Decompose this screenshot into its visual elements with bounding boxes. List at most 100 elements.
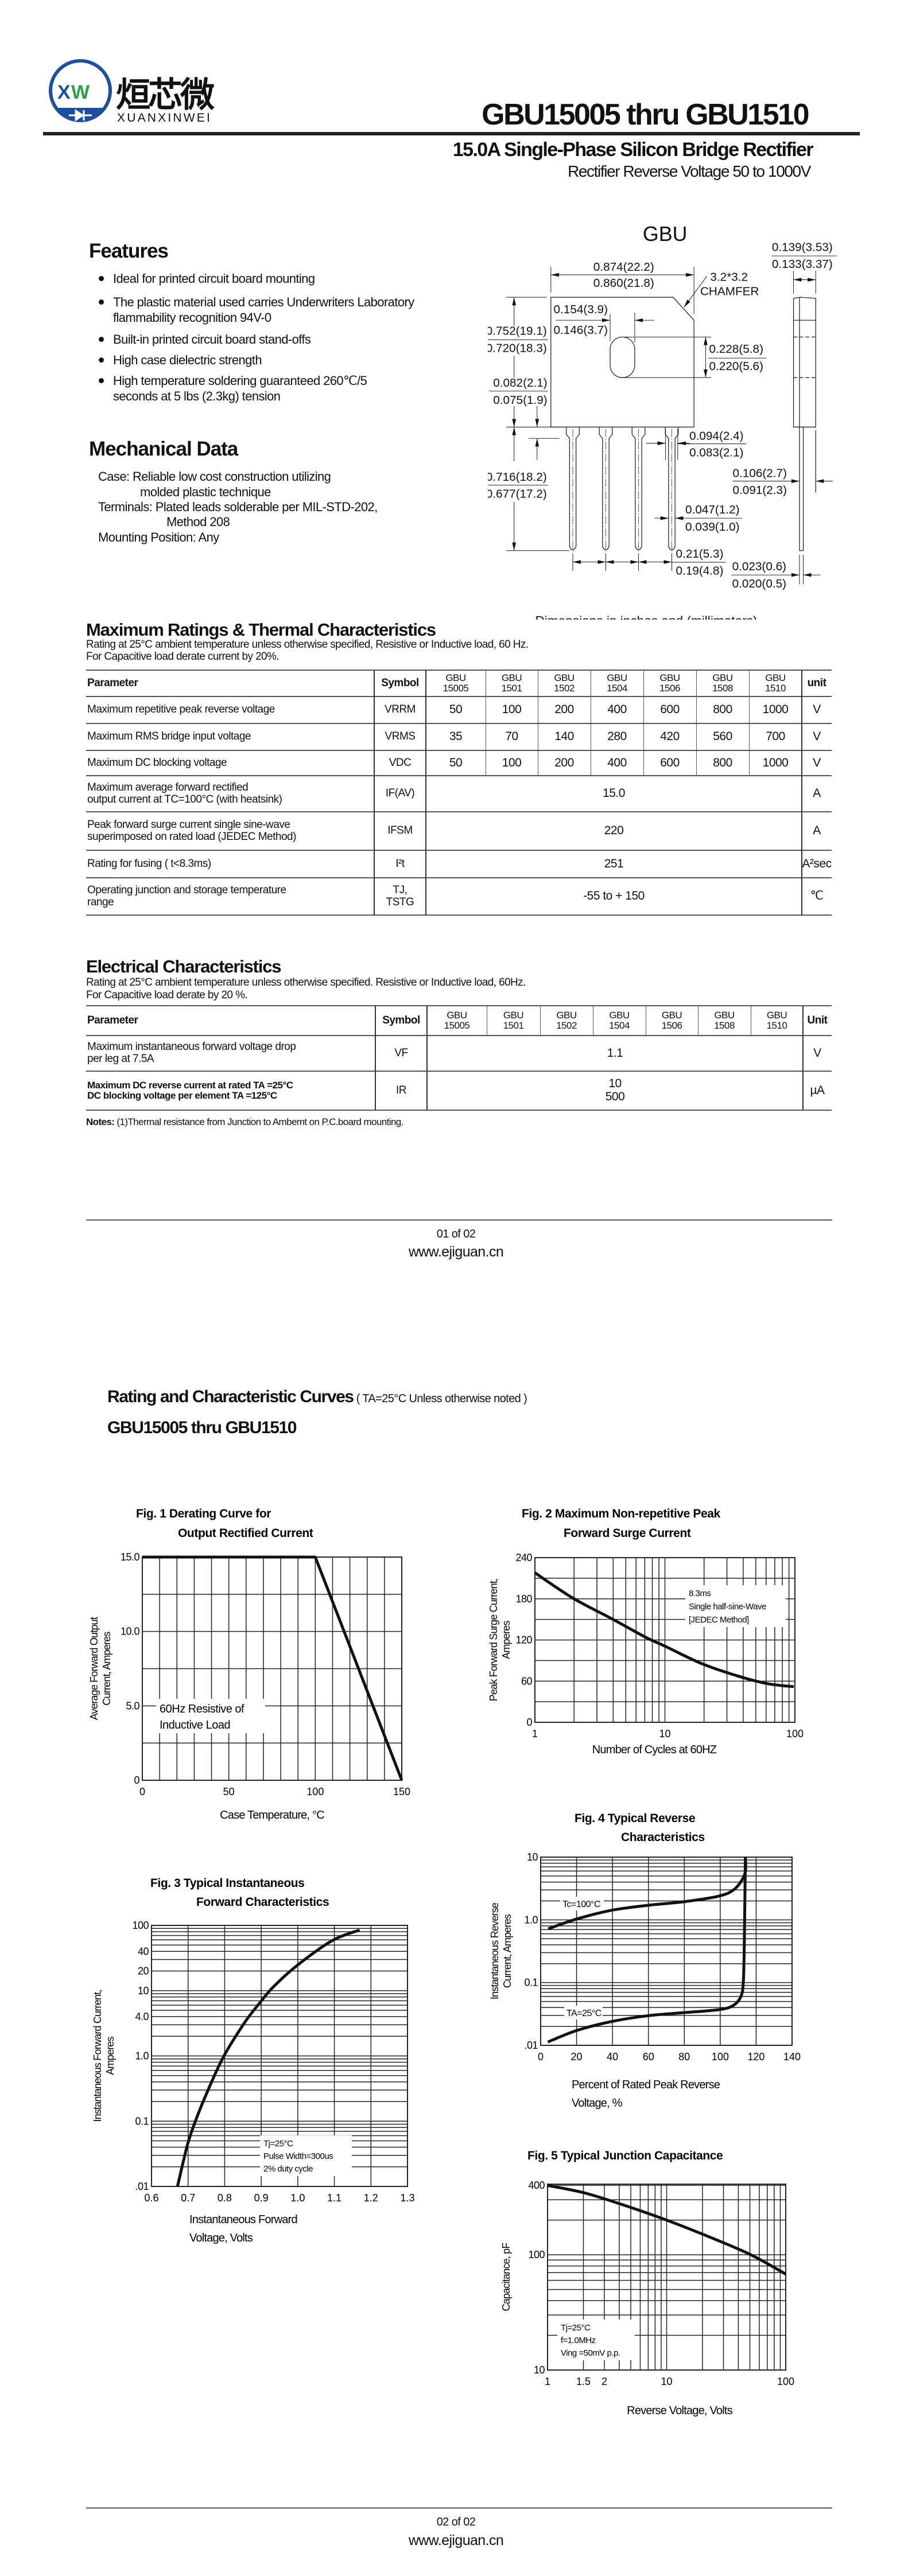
header-model: GBU 1510	[749, 670, 802, 696]
table-rule	[86, 670, 832, 671]
row-unit-text: V	[813, 1046, 821, 1060]
header-model-text: 1502	[554, 683, 575, 694]
header-model-text: GBU	[661, 1009, 682, 1021]
header-model-text: 1508	[714, 1020, 735, 1031]
chart-annotation: Tj=25°C	[263, 2139, 293, 2149]
curves-subheading: GBU15005 thru GBU1510	[107, 1418, 297, 1437]
row-value: 1000	[749, 696, 802, 723]
row-parameter: Maximum average forward rectified output …	[86, 776, 374, 812]
row-value-text: 600	[660, 703, 680, 717]
x-tick-label: 120	[747, 2051, 764, 2063]
x-tick-label: 100	[777, 2376, 794, 2387]
x-tick-label: 1.5	[576, 2376, 591, 2387]
dim-side-lead-max: 0.106(2.7)	[733, 467, 787, 480]
dim-body-height-min: 0.720(18.3)	[488, 341, 547, 355]
header-model-text: 1510	[765, 683, 786, 694]
row-value-text: 35	[449, 730, 463, 744]
row-unit: A	[802, 776, 832, 812]
row-symbol-text: IF(AV)	[385, 787, 415, 800]
row-value: 220	[426, 812, 802, 850]
product-subtitle: 15.0A Single-Phase Silicon Bridge Rectif…	[452, 139, 814, 161]
table-divider	[374, 670, 375, 915]
curves-heading-line: Rating and Characteristic Curves ( TA=25…	[107, 1387, 527, 1407]
y-tick-label: 0.1	[135, 2115, 149, 2127]
header-model-text: GBU	[766, 1009, 787, 1021]
row-symbol: VRRM	[374, 696, 426, 723]
row-value-text: 800	[713, 703, 732, 717]
table-rule	[86, 850, 832, 851]
dim-standoff-max: 0.082(2.1)	[493, 376, 547, 390]
row-value-text: 1.1	[607, 1046, 623, 1060]
row-value-text: 100	[502, 703, 522, 717]
row-value-text: 50	[449, 756, 463, 769]
mounting-hole	[610, 336, 635, 378]
x-axis-label: Voltage, Volts	[189, 2232, 253, 2244]
website-link-2[interactable]: www.ejiguan.cn	[408, 2532, 504, 2548]
header-model-text: 15005	[444, 1020, 470, 1031]
x-tick-label: 1.2	[364, 2192, 378, 2204]
dim-width-min: 0.860(21.8)	[593, 277, 654, 290]
package-side-view	[793, 297, 816, 551]
chart-annotation: Ving =50mV p.p.	[561, 2348, 620, 2358]
website-link-1[interactable]: www.ejiguan.cn	[408, 1244, 504, 1260]
package-outline-drawing: GBU 0.874(22.2) 0.860(21.8) 3.2*3.2 CHAM…	[488, 223, 837, 620]
row-unit-text: A²sec	[802, 857, 832, 870]
row-parameter: Maximum RMS bridge input voltage	[86, 723, 374, 750]
row-value-text: 280	[607, 730, 627, 744]
table-rule	[86, 723, 832, 724]
row-symbol-text: I²t	[395, 857, 405, 870]
chart-annotation: f=1.0MHz	[561, 2336, 596, 2345]
y-tick-label: 10.0	[121, 1626, 140, 1637]
x-tick-label: 1.3	[400, 2192, 414, 2204]
package-name: GBU	[643, 223, 688, 246]
header-model: GBU 1504	[593, 1006, 646, 1036]
table-rule	[86, 811, 832, 812]
header-symbol: Symbol	[374, 670, 426, 696]
dim-lead-width-max: 0.047(1.2)	[685, 503, 739, 516]
mechanical-case-cont: molded plastic technique	[140, 485, 271, 499]
table-divider	[643, 670, 644, 776]
table-rule	[86, 696, 832, 697]
row-value: 600	[643, 696, 696, 723]
dim-lead-thickness-min: 0.020(0.5)	[732, 577, 786, 590]
row-value-text: 600	[660, 756, 680, 769]
header-model-text: GBU	[501, 672, 522, 683]
y-tick-label: 240	[515, 1552, 532, 1563]
annotation-background	[685, 1585, 786, 1627]
y-tick-label: .01	[524, 2040, 538, 2051]
y-tick-label: 10	[138, 1985, 149, 1997]
y-tick-label: 20	[138, 1966, 149, 1977]
features-heading: Features	[89, 240, 169, 262]
feature-item: seconds at 5 lbs (2.3kg) tension	[113, 389, 281, 403]
header-model-text: GBU	[556, 1009, 577, 1021]
x-tick-label: 100	[712, 2051, 729, 2063]
annotation-background	[260, 2135, 352, 2176]
row-parameter-text: range	[87, 896, 114, 908]
row-symbol: VRMS	[374, 723, 426, 750]
mechanical-heading: Mechanical Data	[89, 438, 238, 460]
row-value-text: 420	[660, 730, 680, 744]
grid-lines	[541, 1857, 792, 2045]
row-symbol-text: TSTG	[386, 896, 414, 908]
table-divider	[696, 670, 697, 776]
dim-lead-length-min: 0.677(17.2)	[488, 487, 547, 500]
y-tick-label: 4.0	[135, 2011, 149, 2022]
x-tick-label: 20	[571, 2051, 583, 2063]
electrical-condition-1: Rating at 25°C ambient temperature unles…	[86, 976, 526, 989]
feature-item: High temperature soldering guaranteed 26…	[113, 373, 367, 388]
row-value: 50	[426, 696, 486, 723]
y-tick-label: 1.0	[135, 2050, 149, 2062]
chart-annotation: 2% duty cycle	[263, 2164, 313, 2174]
notes: Notes: (1)Thermal resistance from Juncti…	[86, 1116, 403, 1128]
header-model-text: 1504	[607, 683, 627, 694]
chart-title: Output Rectified Current	[178, 1527, 313, 1540]
series-label: TA=25°C	[566, 2009, 601, 2018]
curves-heading: Rating and Characteristic Curves	[107, 1387, 354, 1406]
row-value-text: -55 to + 150	[583, 889, 645, 903]
dim-shoulder-max: 0.094(2.4)	[689, 430, 743, 443]
dim-standoff-min: 0.075(1.9)	[493, 394, 547, 407]
page-number-1: 01 of 02	[436, 1228, 476, 1240]
y-tick-label: .01	[135, 2181, 149, 2192]
x-tick-label: 50	[223, 1786, 235, 1797]
